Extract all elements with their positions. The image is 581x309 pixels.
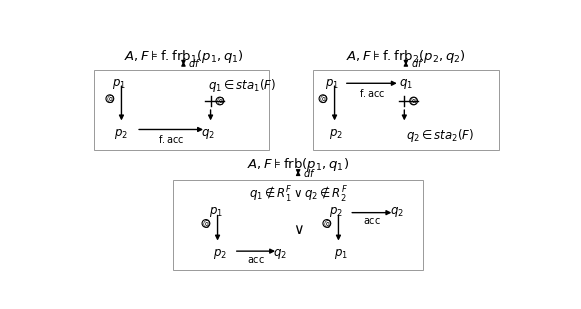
- Text: $p_1$: $p_1$: [325, 77, 339, 91]
- Text: @: @: [106, 94, 114, 103]
- Bar: [173, 180, 423, 270]
- Text: $q_2$: $q_2$: [390, 205, 404, 219]
- Text: $q_2 \in sta_2(F)$: $q_2 \in sta_2(F)$: [406, 127, 474, 144]
- Text: $q_1 \in sta_1(F)$: $q_1 \in sta_1(F)$: [208, 77, 277, 94]
- Text: $A, F \models \mathsf{frb}(p_1, q_1)$: $A, F \models \mathsf{frb}(p_1, q_1)$: [247, 156, 349, 173]
- Text: $p_1$: $p_1$: [334, 247, 348, 260]
- Text: $q_1$: $q_1$: [399, 77, 413, 91]
- Text: $\mathsf{acc}$: $\mathsf{acc}$: [247, 255, 265, 265]
- Text: @: @: [202, 219, 210, 228]
- Text: $A, F \models \mathsf{f.frb}_2(p_2, q_2)$: $A, F \models \mathsf{f.frb}_2(p_2, q_2)…: [346, 48, 466, 65]
- Text: $\mathit{df}$: $\mathit{df}$: [411, 57, 424, 69]
- Text: $\mathsf{f.acc}$: $\mathsf{f.acc}$: [158, 133, 184, 145]
- Text: $\mathsf{f.acc}$: $\mathsf{f.acc}$: [358, 87, 385, 99]
- Text: $p_2$: $p_2$: [213, 247, 227, 260]
- Bar: [313, 70, 499, 150]
- Text: $\mathit{df}$: $\mathit{df}$: [188, 57, 201, 69]
- Text: @: @: [410, 96, 417, 105]
- Text: $q_2$: $q_2$: [274, 247, 287, 260]
- Text: @: @: [216, 96, 224, 105]
- Text: $\mathit{df}$: $\mathit{df}$: [303, 167, 315, 179]
- Bar: [94, 70, 270, 150]
- Text: $p_2$: $p_2$: [329, 127, 343, 141]
- Text: $p_2$: $p_2$: [114, 127, 128, 141]
- Text: $\vee$: $\vee$: [293, 222, 303, 237]
- Text: $\mathsf{acc}$: $\mathsf{acc}$: [363, 217, 381, 226]
- Text: @: @: [323, 219, 331, 228]
- Text: $p_1$: $p_1$: [112, 77, 126, 91]
- Text: $q_1 \notin R_1^F \vee q_2 \notin R_2^F$: $q_1 \notin R_1^F \vee q_2 \notin R_2^F$: [249, 185, 347, 205]
- Text: @: @: [319, 94, 327, 103]
- Text: $q_2$: $q_2$: [200, 127, 214, 141]
- Text: $A, F \models \mathsf{f.frb}_1(p_1, q_1)$: $A, F \models \mathsf{f.frb}_1(p_1, q_1)…: [124, 48, 243, 65]
- Text: $p_1$: $p_1$: [209, 205, 223, 219]
- Text: $p_2$: $p_2$: [329, 205, 343, 219]
